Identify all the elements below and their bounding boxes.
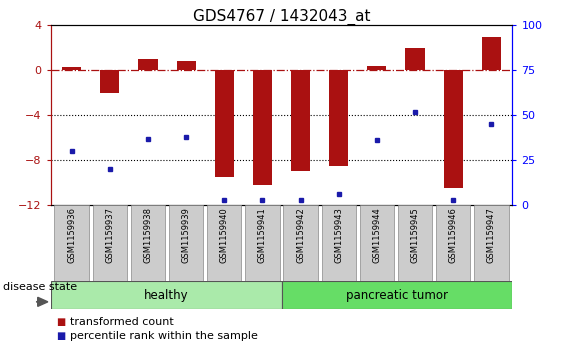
Bar bbox=[55, 205, 89, 281]
Bar bbox=[482, 37, 501, 70]
Text: GSM1159944: GSM1159944 bbox=[372, 207, 381, 263]
Bar bbox=[207, 205, 242, 281]
Bar bbox=[215, 70, 234, 177]
Bar bbox=[51, 281, 282, 309]
Bar bbox=[444, 70, 463, 188]
Text: ■: ■ bbox=[56, 317, 65, 327]
Bar bbox=[321, 205, 356, 281]
Text: percentile rank within the sample: percentile rank within the sample bbox=[70, 331, 258, 341]
Text: GSM1159937: GSM1159937 bbox=[105, 207, 114, 264]
Bar bbox=[93, 205, 127, 281]
Text: GSM1159942: GSM1159942 bbox=[296, 207, 305, 263]
Bar bbox=[245, 205, 280, 281]
Text: disease state: disease state bbox=[3, 282, 77, 292]
Text: GSM1159945: GSM1159945 bbox=[410, 207, 419, 263]
Bar bbox=[291, 70, 310, 171]
Bar bbox=[360, 205, 394, 281]
Bar bbox=[367, 66, 386, 70]
Bar bbox=[62, 67, 81, 70]
Bar bbox=[282, 281, 512, 309]
Text: GSM1159946: GSM1159946 bbox=[449, 207, 458, 263]
Text: ■: ■ bbox=[56, 331, 65, 341]
Bar bbox=[131, 205, 165, 281]
Bar bbox=[405, 48, 425, 70]
Bar bbox=[474, 205, 508, 281]
Bar bbox=[100, 70, 119, 93]
Text: GSM1159941: GSM1159941 bbox=[258, 207, 267, 263]
Bar bbox=[436, 205, 470, 281]
Bar bbox=[138, 59, 158, 70]
Text: GSM1159943: GSM1159943 bbox=[334, 207, 343, 263]
Text: GSM1159940: GSM1159940 bbox=[220, 207, 229, 263]
Text: GDS4767 / 1432043_at: GDS4767 / 1432043_at bbox=[193, 9, 370, 25]
Text: GSM1159936: GSM1159936 bbox=[67, 207, 76, 264]
Text: GSM1159938: GSM1159938 bbox=[144, 207, 153, 264]
Text: GSM1159939: GSM1159939 bbox=[182, 207, 191, 263]
Bar bbox=[169, 205, 203, 281]
Bar bbox=[283, 205, 318, 281]
Bar bbox=[253, 70, 272, 185]
Text: transformed count: transformed count bbox=[70, 317, 174, 327]
Text: GSM1159947: GSM1159947 bbox=[487, 207, 496, 263]
Bar bbox=[398, 205, 432, 281]
Bar bbox=[177, 61, 196, 70]
Text: pancreatic tumor: pancreatic tumor bbox=[346, 289, 448, 302]
Bar bbox=[329, 70, 348, 166]
Text: healthy: healthy bbox=[144, 289, 189, 302]
